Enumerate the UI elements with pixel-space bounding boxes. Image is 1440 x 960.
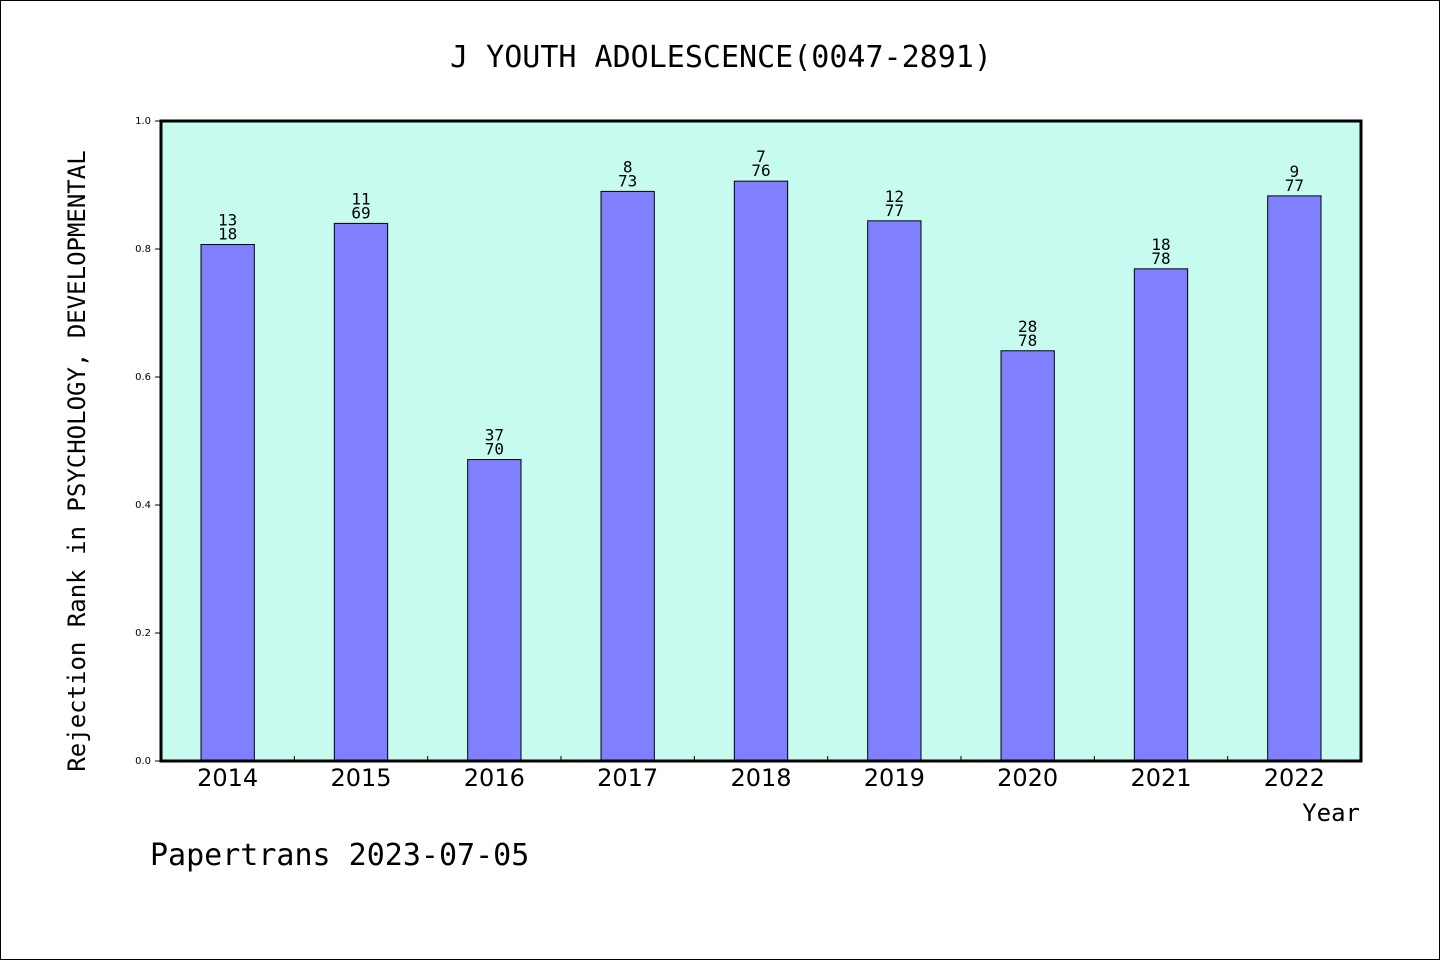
- chart-title: J YOUTH ADOLESCENCE(0047-2891): [450, 40, 992, 75]
- y-tick-label: 0.0: [135, 756, 151, 767]
- bar: [733, 180, 789, 762]
- bar-label-rank: 13: [218, 211, 237, 230]
- bar-label-rank: 11: [351, 189, 370, 208]
- x-axis: 2014 2015 2016 2017 2018 2019 2020 2021 2022: [197, 756, 1325, 792]
- x-tick-label: 2015: [330, 764, 391, 792]
- x-tick-label: 2016: [464, 764, 525, 792]
- bar-label-rank: 7: [756, 147, 766, 166]
- bar: [1267, 195, 1322, 762]
- x-tick-label: 2020: [997, 764, 1058, 792]
- plot-border: [159, 119, 1363, 763]
- bar: [200, 244, 255, 762]
- bar-label-rank: 37: [485, 426, 504, 445]
- y-tick-label: 0.8: [135, 244, 151, 255]
- y-tick-label: 0.4: [135, 500, 151, 511]
- x-tick-label: 2018: [730, 764, 791, 792]
- bar-label-total: 18: [218, 225, 237, 244]
- bar: [600, 190, 655, 762]
- bar-label-total: 69: [351, 203, 370, 222]
- bar-label-total: 73: [618, 171, 637, 190]
- bar: [333, 222, 389, 762]
- bar-label-rank: 12: [885, 187, 904, 206]
- bar-label-rank: 18: [1151, 235, 1170, 254]
- bar-label-total: 70: [485, 440, 504, 459]
- bar-label-rank: 8: [623, 157, 633, 176]
- x-tick-label: 2021: [1130, 764, 1191, 792]
- y-tick-label: 0.2: [135, 628, 151, 639]
- bar-label-total: 77: [885, 201, 904, 220]
- y-axis-title: Rejection Rank in PSYCHOLOGY, DEVELOPMEN…: [63, 150, 91, 771]
- y-axis: 0.0 0.2 0.4 0.6 0.8 1.0: [135, 116, 161, 767]
- bar-label-rank: 9: [1290, 162, 1300, 181]
- bar: [867, 220, 922, 762]
- x-axis-title: Year: [1302, 799, 1360, 827]
- bar-label-total: 76: [751, 161, 770, 180]
- x-tick-label: 2017: [597, 764, 658, 792]
- bar: [1000, 350, 1055, 762]
- bar-label-rank: 28: [1018, 317, 1037, 336]
- x-tick-label: 2014: [197, 764, 258, 792]
- x-tick-label: 2022: [1264, 764, 1325, 792]
- x-tick-label: 2019: [864, 764, 925, 792]
- bar-label-total: 78: [1151, 249, 1170, 268]
- bar: [1133, 268, 1189, 762]
- bar-label-total: 78: [1018, 331, 1037, 350]
- y-tick-label: 0.6: [135, 372, 151, 383]
- footer-credit: Papertrans 2023-07-05: [150, 838, 529, 873]
- bar: [467, 459, 522, 762]
- y-tick-label: 1.0: [135, 116, 151, 127]
- bar-label-total: 77: [1285, 176, 1304, 195]
